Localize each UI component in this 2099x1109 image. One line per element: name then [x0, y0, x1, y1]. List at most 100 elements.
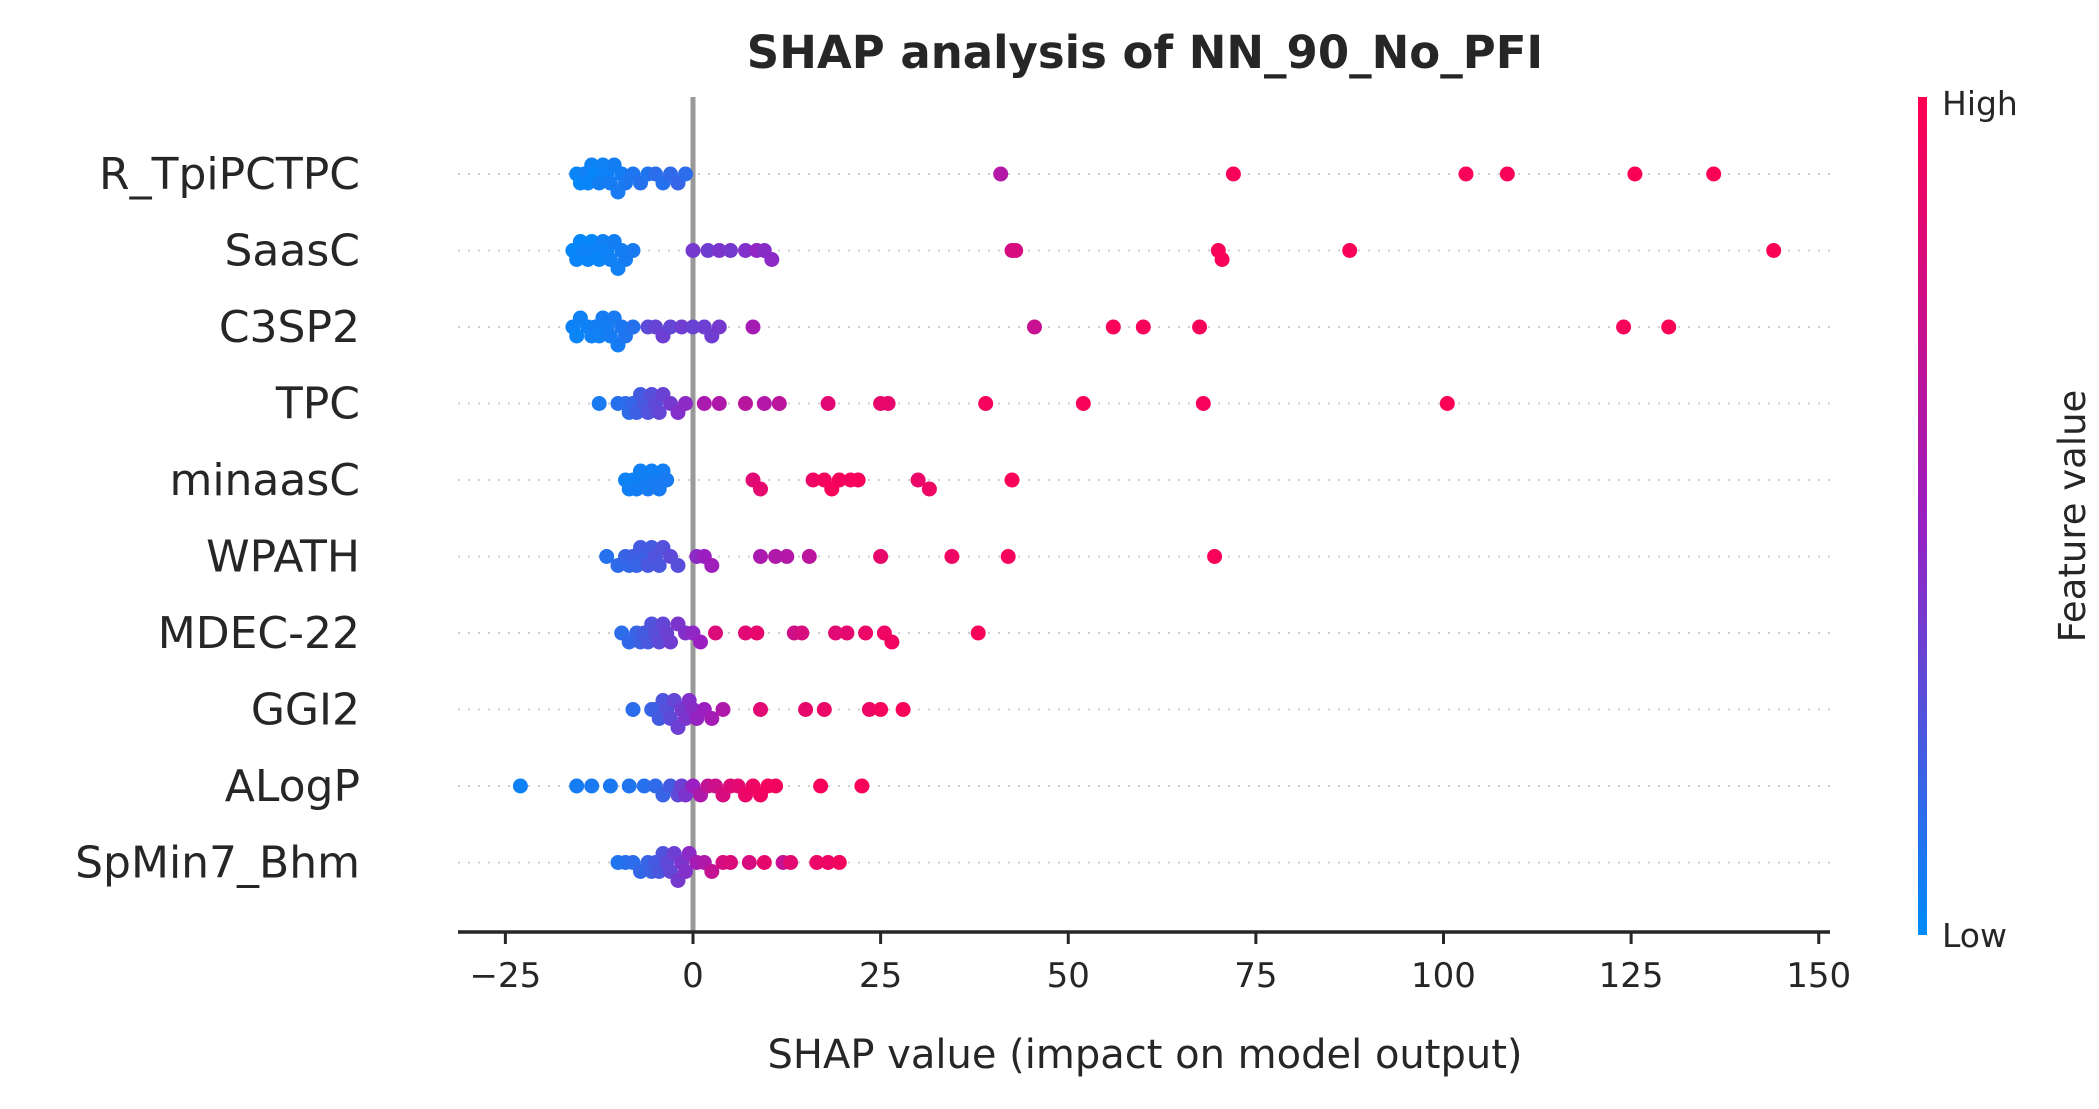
shap-point	[1004, 472, 1020, 488]
shap-point	[659, 472, 675, 488]
shap-point	[753, 549, 768, 564]
shap-point	[1766, 243, 1782, 258]
shap-point	[831, 855, 847, 870]
shap-point	[884, 634, 900, 650]
shap-point	[711, 319, 727, 335]
shap-point	[711, 243, 727, 258]
shap-point	[794, 625, 810, 641]
shap-point	[944, 549, 960, 564]
shap-point	[816, 702, 832, 717]
shap-point	[764, 252, 780, 267]
shap-point	[873, 549, 889, 564]
shap-point	[678, 864, 693, 879]
shap-point	[663, 319, 678, 335]
shap-point	[670, 558, 686, 573]
shap-point	[708, 625, 723, 641]
feature-labels: R_TpiPCTPC SaasC C3SP2 TPC minaasC WPATH MDEC-…	[75, 149, 360, 889]
shap-point	[704, 711, 720, 726]
shap-point	[1342, 243, 1358, 258]
shap-point	[696, 396, 712, 411]
shap-point	[569, 778, 585, 794]
shap-point	[674, 319, 690, 335]
shap-point	[858, 625, 874, 641]
shap-point	[591, 396, 607, 411]
colorbar-high-label: High	[1942, 84, 2018, 123]
shap-point	[704, 864, 720, 879]
shap-point	[993, 166, 1009, 182]
feature-label: R_TpiPCTPC	[99, 149, 360, 200]
feature-row-guides	[458, 173, 1830, 864]
shap-point	[850, 472, 866, 488]
shap-point	[745, 319, 761, 335]
shap-point	[1135, 319, 1151, 335]
shap-point	[1439, 396, 1455, 411]
shap-point	[738, 625, 753, 641]
shap-point	[738, 396, 753, 411]
shap-point	[854, 778, 870, 794]
shap-point	[801, 549, 817, 564]
shap-point	[685, 319, 701, 335]
shap-point	[715, 702, 731, 717]
shap-point	[1225, 166, 1241, 182]
x-tick-label: 25	[859, 956, 902, 996]
feature-label: ALogP	[225, 761, 360, 812]
shap-point	[753, 481, 768, 497]
shap-point	[839, 625, 855, 641]
shap-point	[625, 319, 641, 335]
shap-point	[1195, 396, 1211, 411]
shap-point	[723, 243, 738, 258]
shap-point	[512, 778, 528, 794]
shap-point	[1458, 166, 1474, 182]
feature-label: minaasC	[169, 455, 360, 506]
shap-point	[1207, 549, 1223, 564]
x-tick-label: 50	[1047, 956, 1090, 996]
x-tick-label: −25	[469, 956, 541, 996]
shap-point	[738, 243, 753, 258]
shap-point	[1616, 319, 1632, 335]
shap-point	[861, 702, 877, 717]
chart-title: SHAP analysis of NN_90_No_PFI	[747, 26, 1543, 79]
feature-label: TPC	[275, 379, 360, 430]
shap-point	[1661, 319, 1677, 335]
shap-point	[820, 396, 836, 411]
x-tick-label: 125	[1599, 956, 1664, 996]
x-tick-label: 0	[682, 956, 704, 996]
shap-point	[723, 855, 738, 870]
shap-point	[895, 702, 911, 717]
shap-point	[700, 243, 716, 258]
shap-point	[873, 702, 889, 717]
shap-point	[970, 625, 986, 641]
shap-point	[749, 625, 765, 641]
colorbar-low-label: Low	[1942, 916, 2007, 955]
shap-point	[828, 625, 844, 641]
shap-point	[621, 778, 637, 794]
shap-point	[1627, 166, 1643, 182]
shap-point	[636, 778, 652, 794]
shap-point	[678, 396, 693, 411]
feature-label: C3SP2	[219, 302, 360, 353]
shap-point	[809, 855, 825, 870]
shap-point	[1105, 319, 1121, 335]
shap-point	[693, 634, 708, 650]
feature-label: SpMin7_Bhm	[75, 838, 360, 889]
x-axis-ticks: −25 0 25 50 75 100 125 150	[469, 932, 1851, 996]
feature-label: WPATH	[206, 532, 360, 583]
shap-point	[651, 558, 667, 573]
shap-point	[753, 702, 768, 717]
feature-label: SaasC	[224, 226, 360, 277]
shap-point	[813, 778, 829, 794]
shap-point	[768, 549, 784, 564]
shap-point	[741, 855, 757, 870]
shap-point	[1008, 243, 1024, 258]
shap-point	[805, 472, 821, 488]
shap-point	[569, 328, 585, 344]
shap-point	[820, 855, 836, 870]
shap-point	[1706, 166, 1722, 182]
shap-point	[880, 396, 896, 411]
shap-point	[685, 243, 701, 258]
shap-point	[599, 549, 615, 564]
shap-point	[756, 396, 772, 411]
shap-point	[625, 243, 641, 258]
colorbar-title: Feature value	[2051, 390, 2094, 643]
shap-point	[978, 396, 994, 411]
